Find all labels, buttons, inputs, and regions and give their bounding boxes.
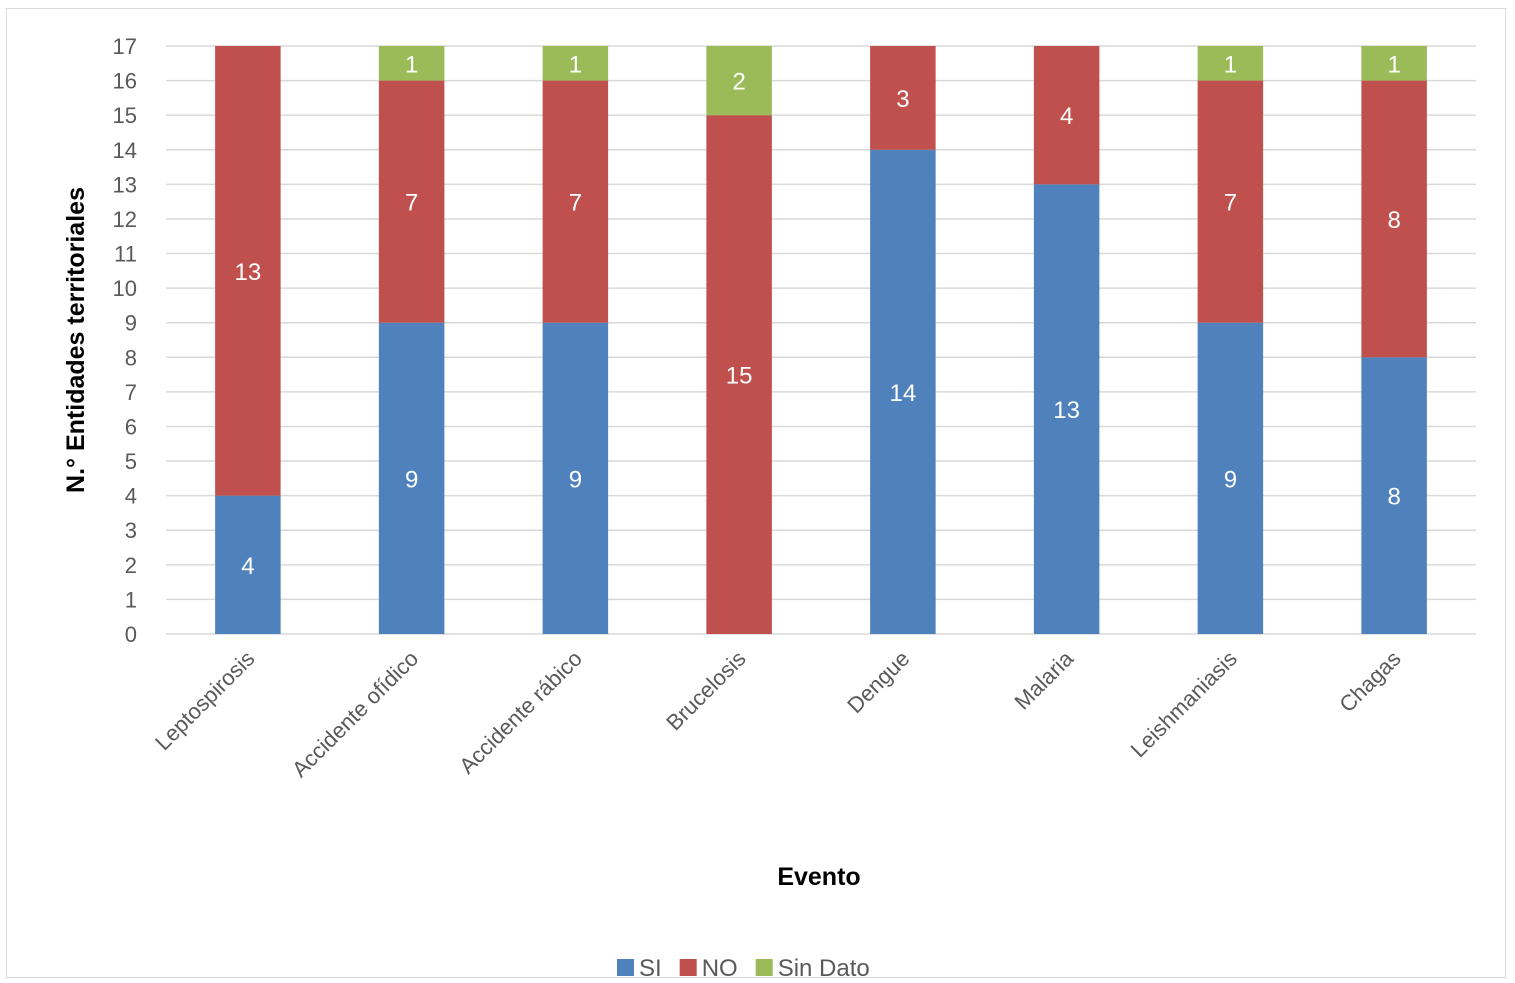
legend-label: NO — [702, 955, 738, 982]
bar-segment — [706, 46, 772, 116]
x-category-label: Brucelosis — [661, 646, 750, 735]
bar-segment — [542, 46, 609, 81]
y-tick-label: 15 — [113, 103, 137, 128]
bar-segment — [1033, 184, 1100, 634]
bar-segment — [1197, 46, 1264, 81]
y-tick-label: 11 — [114, 242, 137, 267]
data-label: 13 — [1053, 397, 1080, 424]
y-tick-label: 6 — [125, 414, 137, 439]
data-label: 8 — [1387, 484, 1400, 511]
data-label: 7 — [569, 190, 582, 217]
data-label: 14 — [890, 380, 917, 407]
bar-segment — [1033, 46, 1100, 185]
y-tick-label: 4 — [125, 484, 137, 509]
y-tick-label: 12 — [113, 207, 137, 232]
y-tick-label: 3 — [125, 518, 137, 543]
x-category-label: Leptospirosis — [150, 646, 259, 755]
x-axis-categories: Leptospirosis Accidente ofídico Accidente … — [150, 645, 1406, 782]
data-label: 15 — [726, 363, 753, 390]
bar-segment — [378, 322, 445, 634]
data-label: 8 — [1387, 207, 1400, 234]
bar-segment — [378, 46, 445, 81]
bar-segment — [1361, 80, 1427, 358]
bar-segment — [215, 46, 281, 496]
y-tick-label: 16 — [113, 69, 137, 94]
bar-segment — [542, 80, 609, 323]
data-label: 3 — [896, 86, 909, 113]
bar-segment — [1361, 46, 1427, 81]
y-tick-label: 5 — [125, 449, 137, 474]
data-label: 2 — [732, 69, 745, 96]
x-category-label: Accidente ofídico — [287, 646, 423, 782]
data-label: 4 — [241, 553, 254, 580]
y-tick-label: 13 — [113, 172, 137, 197]
x-category-label: Leishmaniasis — [1126, 646, 1242, 762]
y-tick-label: 2 — [125, 553, 137, 578]
bar-segment — [870, 46, 936, 150]
data-label: 9 — [405, 466, 418, 493]
bars — [215, 46, 1427, 635]
data-label: 13 — [235, 259, 262, 286]
data-label: 4 — [1060, 103, 1073, 130]
y-tick-label: 9 — [125, 311, 137, 336]
y-tick-label: 7 — [125, 380, 137, 405]
y-tick-label: 10 — [113, 276, 137, 301]
data-label: 9 — [569, 466, 582, 493]
x-category-label: Dengue — [842, 646, 914, 718]
legend-swatch — [679, 959, 697, 976]
data-label: 1 — [1387, 51, 1400, 78]
bar-segment — [542, 322, 609, 634]
bar-segment — [378, 80, 445, 323]
data-label: 1 — [405, 51, 418, 78]
y-tick-label: 1 — [125, 587, 137, 612]
bar-segment — [1197, 80, 1264, 323]
legend-label: SI — [639, 955, 662, 982]
y-tick-label: 14 — [113, 138, 137, 163]
x-axis-title: Evento — [777, 863, 860, 891]
data-labels: 4 13 9 7 1 9 7 1 15 2 14 3 13 4 9 7 1 8 8 1 — [235, 51, 1401, 580]
legend-swatch — [755, 959, 773, 976]
x-category-label: Chagas — [1334, 646, 1405, 717]
bar-segment — [215, 495, 281, 634]
legend: SI NO Sin Dato — [617, 955, 870, 982]
bar-segment — [870, 149, 936, 634]
bar-segment — [706, 115, 772, 635]
legend-swatch — [617, 959, 634, 976]
bar-segment — [1361, 357, 1427, 634]
x-category-label: Malaria — [1009, 645, 1078, 714]
data-label: 9 — [1224, 466, 1237, 493]
data-label: 1 — [569, 51, 582, 78]
y-tick-label: 17 — [113, 34, 137, 59]
gridlines — [166, 45, 1476, 635]
y-axis-title: N.° Entidades territoriales — [62, 187, 90, 493]
legend-label: Sin Dato — [778, 955, 870, 982]
bar-segment — [1197, 322, 1264, 634]
data-label: 1 — [1224, 51, 1237, 78]
data-label: 7 — [1224, 190, 1237, 217]
data-label: 7 — [405, 190, 418, 217]
y-tick-label: 0 — [125, 622, 137, 647]
x-category-label: Accidente rábico — [454, 646, 587, 779]
y-tick-label: 8 — [125, 345, 137, 370]
